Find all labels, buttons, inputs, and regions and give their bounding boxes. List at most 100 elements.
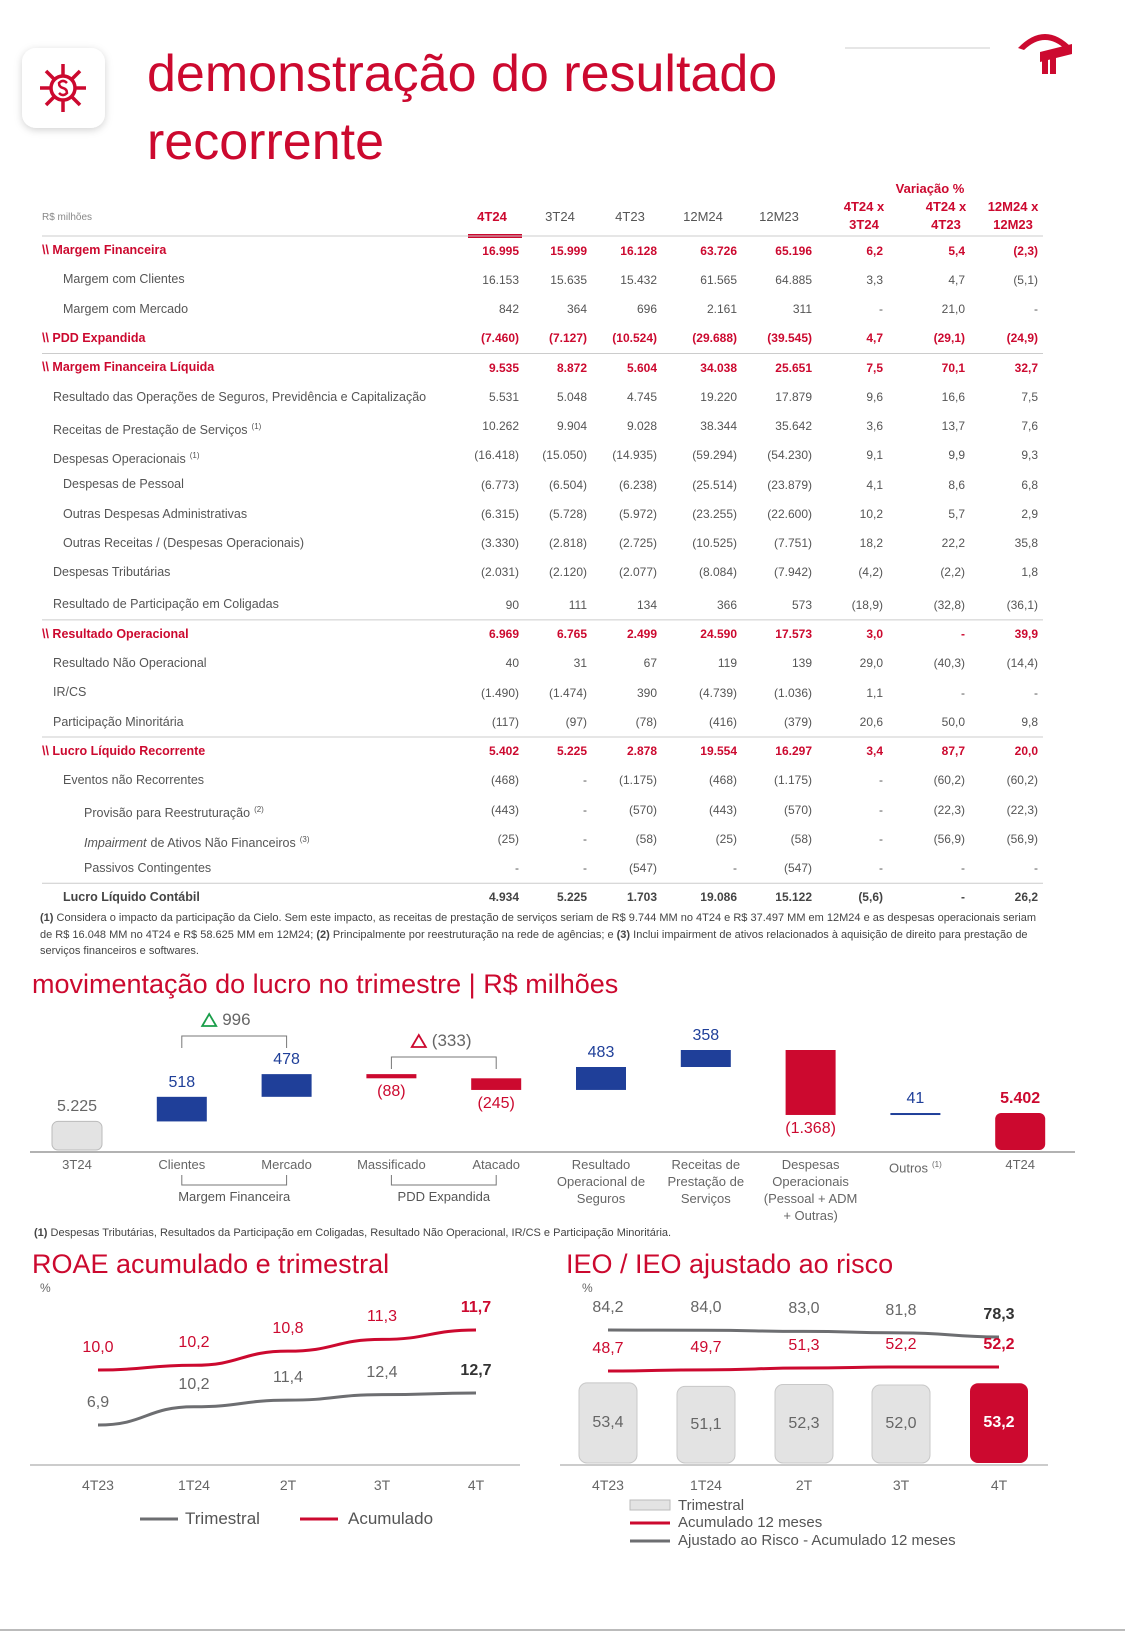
cell: 18,2 bbox=[859, 536, 883, 551]
delta-bracket bbox=[181, 1035, 288, 1048]
cell: 9,6 bbox=[866, 389, 883, 404]
cell: 16,6 bbox=[941, 389, 965, 404]
cell: (570) bbox=[783, 802, 812, 817]
variation-label: Variação % bbox=[895, 180, 965, 196]
unit-label: % bbox=[40, 1280, 51, 1295]
column-header: 4T24 bbox=[477, 208, 507, 224]
footnote-mark: (1) bbox=[34, 1227, 48, 1240]
category-text: Outros bbox=[888, 1160, 928, 1176]
row-label-text: \\ PDD Expandida bbox=[42, 330, 146, 345]
row-label: Receitas de Prestação de Serviços (1) bbox=[53, 419, 261, 439]
value-label: 6,9 bbox=[86, 1394, 110, 1411]
cell: 139 bbox=[791, 656, 812, 671]
cell: 32,7 bbox=[1014, 360, 1038, 375]
cell: (36,1) bbox=[1006, 597, 1038, 612]
cell: 5.604 bbox=[626, 360, 657, 375]
value-label: 10,2 bbox=[178, 1334, 210, 1352]
cell: 3,0 bbox=[866, 627, 883, 641]
cell: 2.161 bbox=[706, 302, 737, 317]
cell: 64.885 bbox=[775, 272, 812, 287]
row-label: Participação Minoritária bbox=[53, 715, 184, 731]
value-label: 83,0 bbox=[788, 1300, 820, 1318]
cell: - bbox=[879, 773, 883, 788]
cell: (59.294) bbox=[692, 448, 737, 463]
value-label: 49,7 bbox=[690, 1338, 722, 1356]
category-label: 4T23 bbox=[82, 1477, 114, 1494]
cell: 4,7 bbox=[948, 272, 965, 287]
cell: 63.726 bbox=[700, 243, 737, 258]
cell: 9,1 bbox=[866, 448, 883, 463]
cell: 1,8 bbox=[1021, 565, 1038, 580]
cell: 5,7 bbox=[948, 506, 965, 521]
waterfall-bar bbox=[261, 1074, 312, 1097]
cell: 29,0 bbox=[859, 656, 883, 671]
footnotes: (1) Considera o impacto da participação … bbox=[40, 910, 1050, 960]
cell: (18,9) bbox=[851, 597, 883, 612]
cell: - bbox=[879, 861, 883, 876]
cell: (5.972) bbox=[618, 506, 657, 521]
series-line bbox=[607, 1328, 1000, 1339]
row-note: (1) bbox=[189, 451, 200, 461]
cell: (25) bbox=[715, 831, 737, 846]
row-label-text: de Ativos Não Financeiros bbox=[150, 835, 296, 850]
cell: 696 bbox=[636, 302, 657, 317]
cell: (22,3) bbox=[933, 802, 965, 817]
row-label: \\ Lucro Líquido Recorrente bbox=[42, 744, 205, 760]
waterfall-bar bbox=[366, 1074, 417, 1079]
category-text: 3T24 bbox=[62, 1157, 92, 1172]
row-label: \\ Resultado Operacional bbox=[42, 627, 189, 643]
cell: (2,2) bbox=[940, 565, 965, 580]
row-label: Margem com Mercado bbox=[63, 302, 188, 318]
row-note: (2) bbox=[254, 805, 264, 815]
column-header: 4T23 bbox=[615, 208, 645, 224]
cell: 39,9 bbox=[1014, 627, 1038, 641]
cell: - bbox=[879, 831, 883, 846]
cell: (5,6) bbox=[858, 890, 883, 905]
category-label: Receitas de Prestação de Serviços bbox=[654, 1156, 758, 1207]
series-line bbox=[97, 1391, 477, 1427]
value-label: 12,4 bbox=[366, 1363, 398, 1381]
cell: 25.651 bbox=[775, 360, 812, 375]
delta-label: (333) bbox=[431, 1031, 472, 1051]
cell: 9.028 bbox=[626, 419, 657, 434]
cell: 6.765 bbox=[556, 627, 587, 641]
cell: 5.225 bbox=[556, 744, 587, 759]
legend-label: Acumulado 12 meses bbox=[678, 1513, 823, 1531]
cell: 15.432 bbox=[620, 272, 657, 287]
cell: 9,8 bbox=[1021, 714, 1038, 729]
cell: 26,2 bbox=[1014, 890, 1038, 905]
category-text: Atacado bbox=[472, 1157, 521, 1172]
value-label: 81,8 bbox=[885, 1301, 917, 1319]
value-label: 10,0 bbox=[82, 1339, 114, 1356]
legend-label: Trimestral bbox=[678, 1496, 745, 1514]
cell: (97) bbox=[565, 714, 587, 729]
row-label-text: \\ Margem Financeira Líquida bbox=[42, 360, 215, 375]
section-title: movimentação do lucro no trimestre | R$ … bbox=[32, 969, 619, 1000]
value-label: 52,2 bbox=[983, 1336, 1015, 1353]
cell: - bbox=[961, 890, 965, 905]
cell: (22,3) bbox=[1006, 802, 1038, 817]
cell: 13,7 bbox=[941, 419, 965, 434]
icon bbox=[40, 64, 86, 112]
cell: (3.330) bbox=[480, 536, 519, 551]
footnote-text: Inclui impairment de ativos relacionados… bbox=[40, 928, 1028, 958]
cell: (6.504) bbox=[548, 477, 587, 492]
unit-label: % bbox=[582, 1280, 593, 1295]
cell: 34.038 bbox=[700, 360, 737, 375]
group-bracket bbox=[390, 1175, 497, 1186]
cell: 8.872 bbox=[556, 360, 587, 375]
row-note: (3) bbox=[299, 834, 310, 844]
category-note: (1) bbox=[932, 1160, 942, 1169]
cell: 31 bbox=[573, 656, 587, 671]
value-label: 11,3 bbox=[367, 1308, 397, 1326]
row-label: Resultado Não Operacional bbox=[53, 656, 207, 672]
value-label: (245) bbox=[477, 1094, 515, 1112]
cell: (56,9) bbox=[933, 831, 965, 846]
cell: 7,6 bbox=[1021, 419, 1038, 434]
cell: - bbox=[733, 861, 737, 876]
cell: (1.175) bbox=[618, 773, 657, 788]
group-label: PDD Expandida bbox=[397, 1188, 491, 1204]
category-label: 2T bbox=[279, 1477, 297, 1494]
